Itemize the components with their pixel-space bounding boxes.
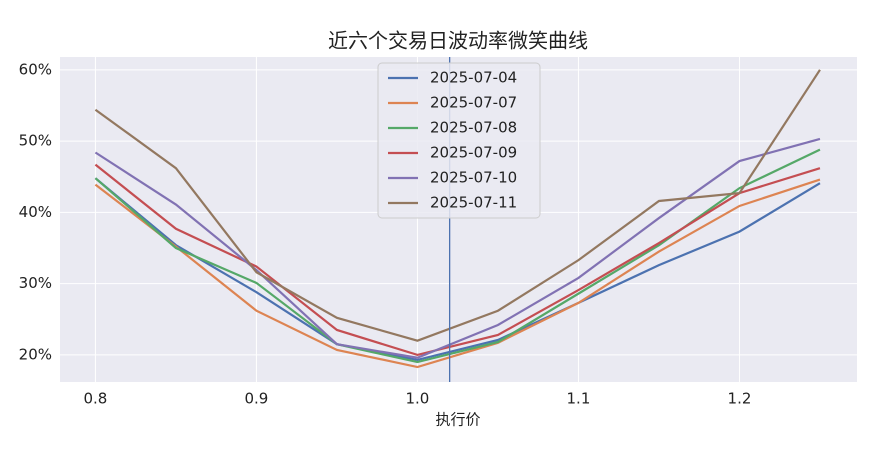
legend-label: 2025-07-08	[430, 119, 517, 137]
y-tick-label: 60%	[19, 60, 52, 78]
legend-label: 2025-07-11	[430, 194, 517, 212]
legend-label: 2025-07-10	[430, 169, 517, 187]
series-line	[94, 69, 821, 342]
series-line	[94, 163, 821, 357]
legend-label: 2025-07-09	[430, 144, 517, 162]
y-tick-label: 50%	[19, 132, 52, 150]
x-tick-label: 0.9	[245, 390, 269, 408]
y-tick-label: 40%	[19, 203, 52, 221]
x-tick-label: 1.0	[406, 390, 430, 408]
x-tick-label: 0.8	[83, 390, 107, 408]
x-tick-label: 1.2	[728, 390, 752, 408]
chart-title: 近六个交易日波动率微笑曲线	[328, 29, 588, 53]
series-line	[94, 177, 821, 362]
legend-label: 2025-07-07	[430, 94, 517, 112]
x-axis-label: 执行价	[435, 411, 480, 429]
y-tick-label: 30%	[19, 274, 52, 292]
legend-box	[377, 62, 541, 219]
series-line	[94, 137, 821, 359]
series-line	[94, 148, 821, 364]
legend-label: 2025-07-04	[430, 69, 517, 87]
y-tick-label: 20%	[19, 345, 52, 363]
x-tick-label: 1.1	[567, 390, 591, 408]
series-line	[94, 178, 821, 369]
